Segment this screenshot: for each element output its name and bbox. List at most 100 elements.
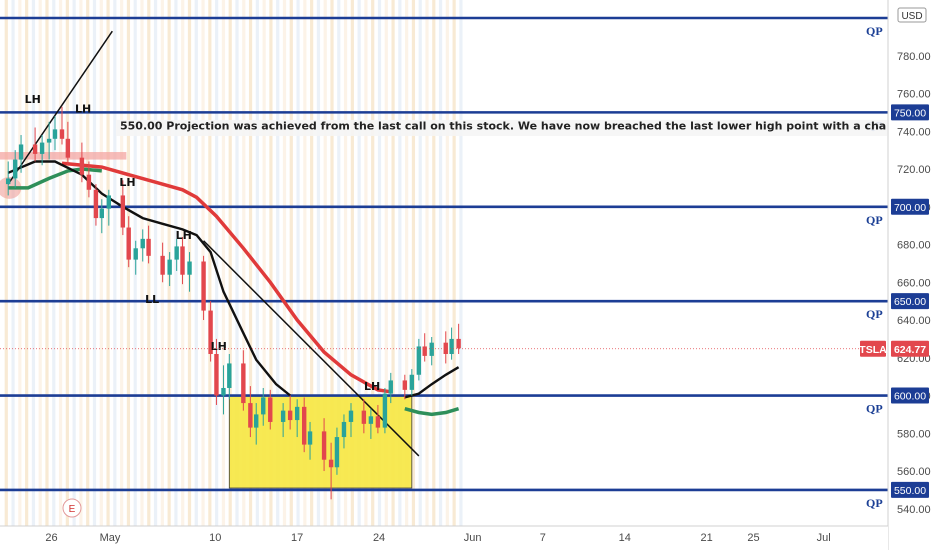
pivot-label-ll: LL bbox=[145, 293, 159, 306]
candle-body bbox=[106, 195, 112, 209]
candle-body bbox=[18, 144, 24, 160]
session-stripe bbox=[31, 0, 36, 526]
x-tick-label: 24 bbox=[373, 532, 385, 544]
x-tick-label: 17 bbox=[291, 532, 303, 544]
session-stripe bbox=[405, 0, 409, 526]
moving-average-red bbox=[61, 161, 392, 394]
session-stripe bbox=[296, 0, 300, 526]
candle-body bbox=[307, 431, 313, 445]
session-stripe bbox=[92, 0, 97, 526]
session-stripe bbox=[432, 0, 436, 526]
session-stripe bbox=[52, 0, 56, 526]
candle-body bbox=[287, 410, 293, 421]
session-stripe bbox=[79, 0, 83, 526]
session-stripe bbox=[58, 0, 63, 526]
qp-label: QP bbox=[866, 402, 883, 416]
y-tick-label: 580.00 bbox=[897, 428, 931, 440]
x-tick-label: 26 bbox=[45, 532, 57, 544]
session-stripe bbox=[316, 0, 321, 526]
session-stripe bbox=[337, 0, 341, 526]
trendline[interactable] bbox=[7, 30, 113, 185]
candle-body bbox=[361, 410, 367, 424]
session-stripe bbox=[425, 0, 429, 526]
session-stripe bbox=[303, 0, 307, 526]
candle-body bbox=[227, 363, 232, 388]
candle-body bbox=[126, 227, 131, 260]
qp-label: QP bbox=[866, 496, 883, 510]
current-price-label: 624.77 bbox=[894, 344, 926, 356]
qp-label: QP bbox=[866, 307, 883, 321]
pivot-label-lh: LH bbox=[211, 340, 227, 353]
session-stripe bbox=[343, 0, 348, 526]
candle-body bbox=[46, 138, 52, 143]
candle-body bbox=[334, 437, 340, 468]
x-tick-label: 25 bbox=[747, 532, 759, 544]
qp-label: QP bbox=[866, 24, 883, 38]
candle-body bbox=[5, 178, 11, 185]
x-tick-label: 7 bbox=[540, 532, 546, 544]
y-tick-label: 740.00 bbox=[897, 126, 931, 138]
session-stripe bbox=[228, 0, 232, 526]
session-stripe bbox=[153, 0, 158, 526]
session-stripe bbox=[174, 0, 178, 526]
pivot-label-lh: LH bbox=[75, 102, 91, 115]
session-stripe bbox=[391, 0, 395, 526]
currency-selector[interactable] bbox=[897, 7, 927, 23]
symbol-badge bbox=[860, 340, 886, 357]
candle-body bbox=[120, 195, 126, 228]
session-stripe bbox=[452, 0, 456, 526]
y-tick-label: 760.00 bbox=[897, 89, 931, 101]
session-stripe bbox=[262, 0, 266, 526]
session-stripe bbox=[208, 0, 212, 526]
session-stripe bbox=[25, 0, 29, 526]
candle-body bbox=[429, 342, 434, 356]
level-price-badge bbox=[891, 293, 929, 310]
candle-body bbox=[201, 261, 206, 311]
annotation-text: 550.00 Projection was achieved from the … bbox=[120, 119, 932, 132]
candle-body bbox=[375, 416, 381, 428]
session-stripe bbox=[11, 0, 15, 526]
candle-body bbox=[388, 380, 393, 394]
x-tick-label: Jun bbox=[464, 532, 482, 544]
session-stripe bbox=[350, 0, 354, 526]
x-tick-label: 14 bbox=[619, 532, 631, 544]
pivot-label-lh: LH bbox=[364, 380, 380, 393]
y-tick-label: 780.00 bbox=[897, 51, 931, 63]
session-stripe bbox=[364, 0, 368, 526]
candle-body bbox=[248, 403, 253, 428]
session-stripe bbox=[194, 0, 198, 526]
session-stripe bbox=[72, 0, 76, 526]
session-stripe bbox=[133, 0, 137, 526]
candle-body bbox=[301, 406, 307, 445]
level-price-badge-label: 600.00 bbox=[894, 391, 926, 403]
session-stripe bbox=[330, 0, 334, 526]
event-marker[interactable] bbox=[62, 498, 82, 518]
candle-body bbox=[52, 129, 58, 139]
candle-body bbox=[422, 346, 427, 356]
level-price-badge-label: 650.00 bbox=[894, 296, 926, 308]
level-price-badge-label: 750.00 bbox=[894, 107, 926, 119]
candle-body bbox=[280, 410, 286, 422]
level-price-badge bbox=[891, 387, 929, 404]
session-stripe bbox=[18, 0, 22, 526]
session-stripe bbox=[140, 0, 144, 526]
session-stripe bbox=[282, 0, 287, 526]
session-stripe bbox=[418, 0, 422, 526]
x-tick-label: 10 bbox=[209, 532, 221, 544]
candle-body bbox=[456, 338, 461, 349]
session-stripe bbox=[45, 0, 49, 526]
pivot-label-lh: LH bbox=[25, 93, 41, 106]
session-stripe bbox=[310, 0, 314, 526]
symbol-badge-label: TSLA bbox=[859, 344, 887, 356]
candle-body bbox=[39, 142, 45, 154]
session-stripe bbox=[248, 0, 253, 526]
candle-body bbox=[321, 431, 327, 460]
session-stripe bbox=[445, 0, 449, 526]
session-stripe bbox=[459, 0, 463, 526]
moving-average-black bbox=[404, 366, 460, 399]
y-tick-label: 560.00 bbox=[897, 466, 931, 478]
annotation-bg bbox=[116, 119, 887, 136]
x-tick-label: Jul bbox=[817, 532, 831, 544]
